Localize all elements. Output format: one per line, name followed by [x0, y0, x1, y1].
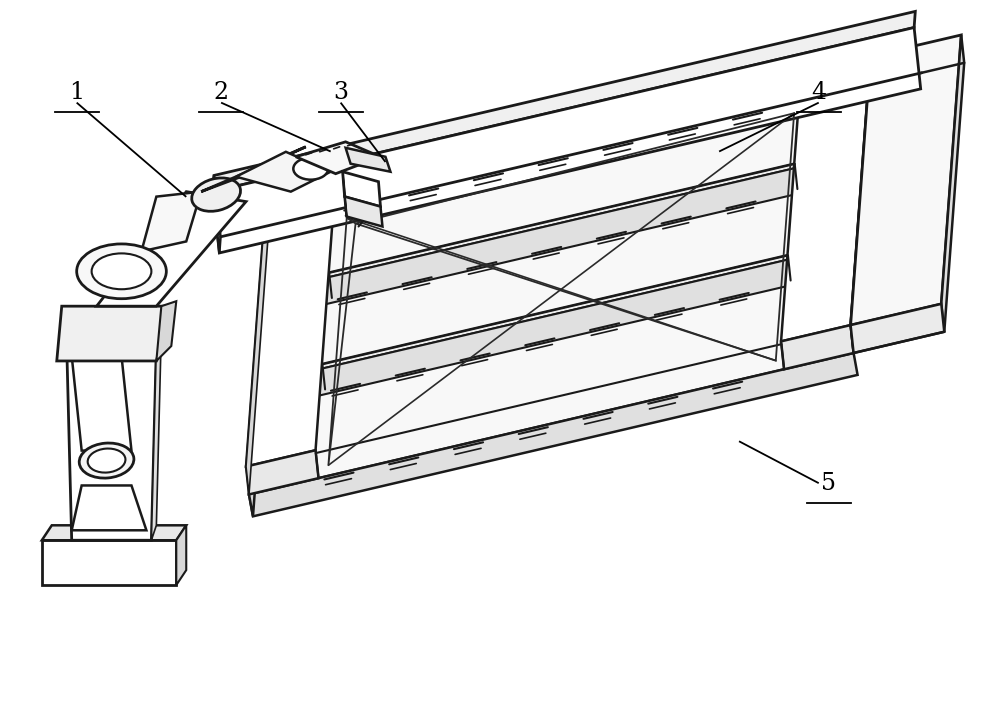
- Polygon shape: [259, 152, 867, 319]
- Polygon shape: [781, 325, 854, 369]
- Polygon shape: [941, 35, 964, 332]
- Polygon shape: [781, 56, 871, 341]
- Polygon shape: [851, 35, 961, 325]
- Text: 2: 2: [214, 81, 229, 104]
- Polygon shape: [42, 540, 176, 585]
- Polygon shape: [851, 304, 944, 353]
- Polygon shape: [343, 172, 380, 207]
- Polygon shape: [246, 450, 319, 494]
- Polygon shape: [252, 243, 860, 411]
- Polygon shape: [42, 525, 186, 540]
- Polygon shape: [246, 198, 269, 494]
- Ellipse shape: [192, 178, 241, 211]
- Polygon shape: [345, 196, 382, 226]
- Polygon shape: [201, 147, 306, 191]
- Polygon shape: [236, 152, 331, 191]
- Polygon shape: [296, 142, 380, 174]
- Polygon shape: [141, 191, 201, 252]
- Polygon shape: [249, 226, 273, 517]
- Polygon shape: [156, 301, 176, 361]
- Polygon shape: [57, 306, 171, 361]
- Text: 1: 1: [69, 81, 84, 104]
- Polygon shape: [72, 356, 131, 451]
- Text: 4: 4: [811, 81, 826, 104]
- Polygon shape: [213, 175, 221, 253]
- Text: 3: 3: [333, 81, 348, 104]
- Polygon shape: [249, 353, 858, 517]
- Polygon shape: [176, 525, 186, 585]
- Polygon shape: [67, 346, 156, 540]
- Ellipse shape: [77, 244, 166, 299]
- Polygon shape: [213, 27, 921, 253]
- Polygon shape: [851, 56, 874, 353]
- Polygon shape: [266, 63, 873, 231]
- Ellipse shape: [88, 449, 125, 472]
- Ellipse shape: [92, 253, 151, 290]
- Polygon shape: [346, 148, 390, 172]
- Polygon shape: [151, 331, 161, 540]
- Polygon shape: [249, 84, 874, 494]
- Ellipse shape: [79, 443, 134, 478]
- Polygon shape: [97, 191, 246, 306]
- Text: 5: 5: [821, 472, 836, 495]
- Polygon shape: [259, 147, 864, 294]
- Polygon shape: [252, 238, 857, 385]
- Polygon shape: [343, 172, 347, 217]
- Ellipse shape: [293, 158, 328, 179]
- Polygon shape: [246, 182, 335, 467]
- Polygon shape: [266, 58, 871, 205]
- Polygon shape: [72, 486, 146, 530]
- Polygon shape: [213, 11, 915, 191]
